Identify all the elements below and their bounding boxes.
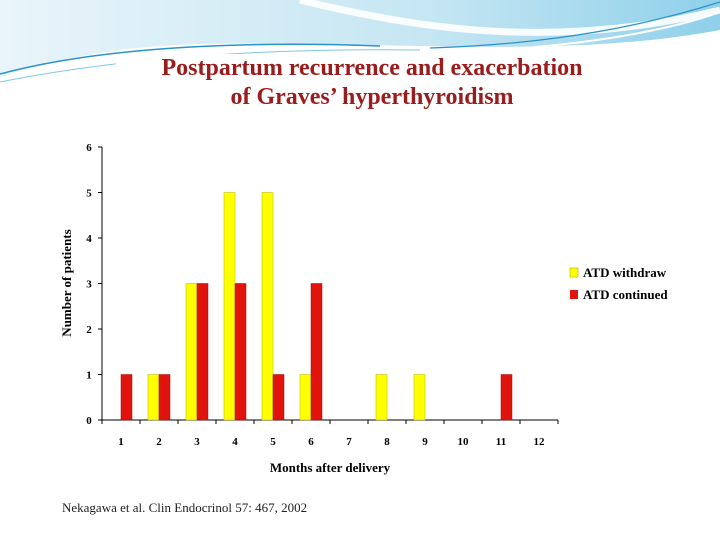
legend-label-atd-continued: ATD continued bbox=[583, 287, 668, 302]
y-tick-label: 3 bbox=[86, 279, 92, 291]
x-tick-label: 11 bbox=[496, 436, 506, 448]
bar-atd-continued-6 bbox=[310, 283, 323, 421]
bar-atd-withdraw-5 bbox=[261, 192, 274, 421]
legend-swatch-atd-continued bbox=[570, 290, 578, 299]
legend-label-atd-withdraw: ATD withdraw bbox=[583, 265, 667, 280]
slide-title-line-1: Postpartum recurrence and exacerbation bbox=[161, 55, 583, 81]
x-tick-label: 10 bbox=[458, 436, 470, 448]
bar-atd-withdraw-3 bbox=[185, 283, 198, 421]
x-axis-label: Months after delivery bbox=[270, 460, 391, 475]
x-tick-label: 8 bbox=[384, 436, 390, 448]
bar-atd-continued-4 bbox=[234, 283, 247, 421]
x-tick-label: 7 bbox=[346, 436, 352, 448]
x-tick-label: 6 bbox=[308, 436, 314, 448]
x-tick-label: 5 bbox=[270, 436, 276, 448]
bar-atd-withdraw-8 bbox=[375, 374, 388, 421]
x-tick-label: 12 bbox=[534, 436, 546, 448]
y-tick-label: 6 bbox=[86, 142, 92, 154]
bar-atd-continued-2 bbox=[158, 374, 171, 421]
bar-atd-withdraw-9 bbox=[413, 374, 426, 421]
bar-atd-withdraw-2 bbox=[147, 374, 160, 421]
x-tick-label: 4 bbox=[232, 436, 238, 448]
x-tick-label: 3 bbox=[194, 436, 200, 448]
slide-title-line-2: of Graves’ hyperthyroidism bbox=[230, 84, 514, 110]
y-tick-label: 5 bbox=[86, 188, 92, 200]
x-tick-label: 1 bbox=[118, 436, 124, 448]
citation-text: Nekagawa et al. Clin Endocrinol 57: 467,… bbox=[62, 500, 308, 515]
slide-title: Postpartum recurrence and exacerbation o… bbox=[116, 54, 628, 120]
bar-atd-withdraw-6 bbox=[299, 374, 312, 421]
x-tick-label: 9 bbox=[422, 436, 428, 448]
y-tick-label: 2 bbox=[86, 324, 92, 336]
bar-atd-continued-3 bbox=[196, 283, 209, 421]
header-banner-graphic bbox=[0, 0, 720, 83]
legend-swatch-atd-withdraw bbox=[569, 267, 579, 278]
y-tick-label: 0 bbox=[86, 415, 92, 427]
bar-atd-continued-5 bbox=[272, 374, 285, 421]
y-tick-label: 4 bbox=[86, 233, 92, 245]
y-axis-label: Number of patients bbox=[59, 229, 74, 336]
x-tick-label: 2 bbox=[156, 436, 162, 448]
y-tick-label: 1 bbox=[86, 370, 92, 382]
legend: ATD withdraw ATD continued bbox=[569, 265, 668, 302]
bar-atd-withdraw-4 bbox=[223, 192, 236, 421]
bar-atd-continued-11 bbox=[500, 374, 513, 421]
bar-atd-continued-1 bbox=[120, 374, 133, 421]
